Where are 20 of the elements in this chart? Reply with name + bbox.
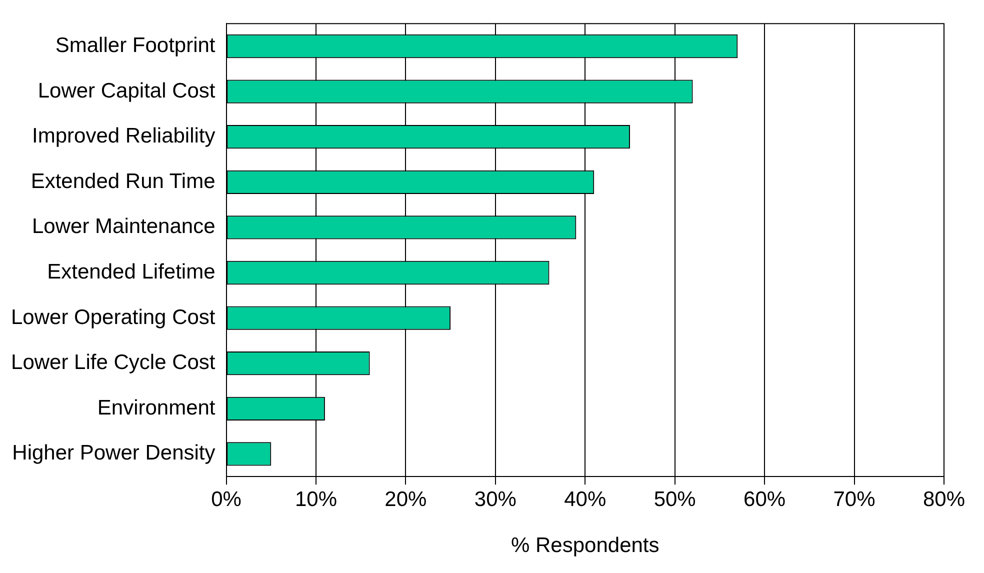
x-tick-label: 60% — [744, 488, 786, 511]
x-tick-label: 80% — [922, 488, 965, 511]
y-tick-label: Lower Capital Cost — [38, 79, 216, 102]
x-tick-label: 70% — [833, 488, 876, 511]
x-tick-label: 30% — [474, 488, 516, 511]
x-tick-label: 10% — [294, 488, 337, 511]
y-tick-label: Extended Run Time — [30, 170, 216, 193]
y-tick-label: Lower Life Cycle Cost — [11, 351, 216, 374]
y-tick-label: Environment — [97, 396, 216, 420]
x-axis-title: % Respondents — [510, 534, 660, 558]
x-tick-label: 40% — [564, 488, 606, 511]
y-tick-label: Lower Maintenance — [32, 215, 216, 238]
x-tick-label: 20% — [384, 488, 427, 511]
y-tick-label: Smaller Footprint — [55, 34, 216, 58]
y-tick-label: Extended Lifetime — [47, 260, 216, 284]
x-tick-label: 0% — [211, 488, 242, 511]
y-tick-label: Improved Reliability — [32, 124, 216, 148]
y-tick-label: Higher Power Density — [12, 442, 216, 465]
x-tick-label: 50% — [654, 488, 696, 511]
y-tick-label: Lower Operating Cost — [10, 306, 216, 329]
